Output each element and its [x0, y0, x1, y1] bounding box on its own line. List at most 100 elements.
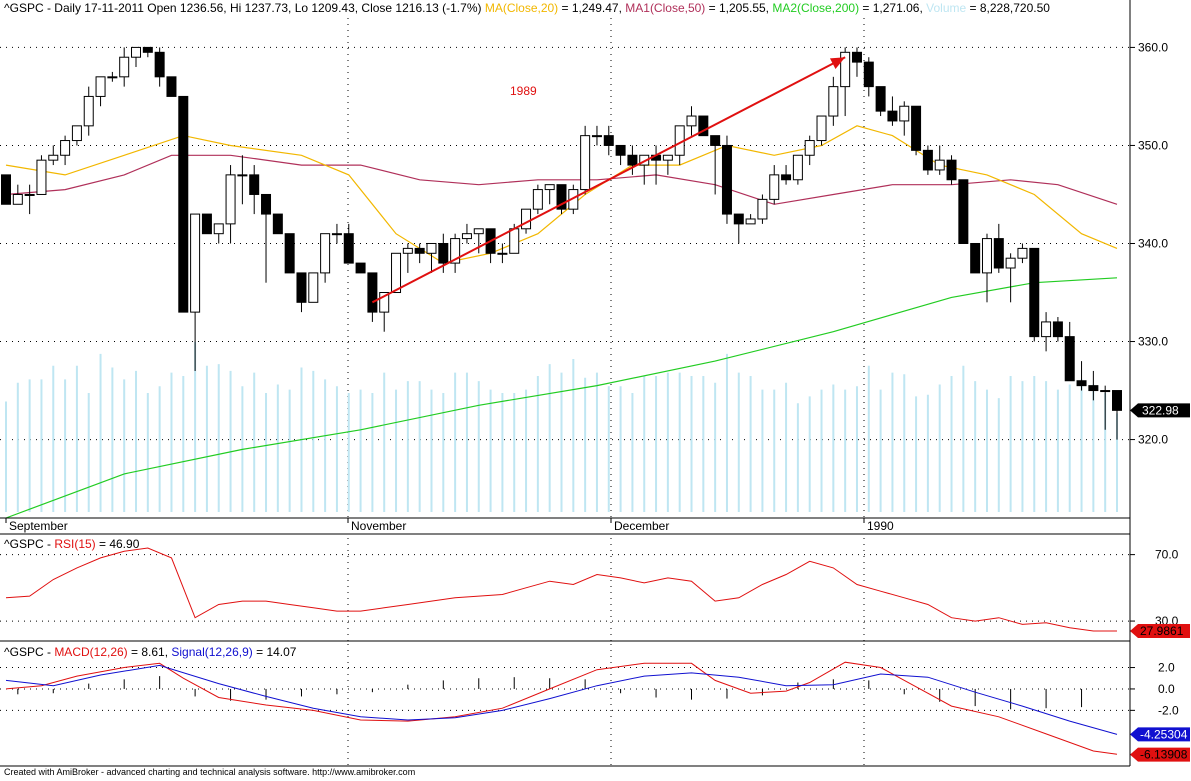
rsi-prefix: ^GSPC - [4, 537, 55, 551]
candle-body [190, 213, 201, 313]
candle [1112, 390, 1122, 440]
price-tick-label: 360.0 [1138, 40, 1168, 54]
candle [48, 145, 59, 166]
candle-body [426, 242, 437, 254]
candle-body [981, 238, 992, 274]
candle-body [804, 140, 815, 156]
candle [284, 233, 295, 274]
macd-label: MACD(12,26) [54, 645, 128, 659]
candle [367, 272, 378, 322]
candle [781, 165, 792, 185]
candle [1052, 317, 1063, 342]
candle [686, 106, 697, 136]
candle-body [828, 86, 839, 117]
candle [1005, 253, 1016, 303]
rsi-line [5, 547, 1117, 632]
candle-body [461, 233, 472, 240]
price-pane: 1989 360.0 350.0 340.0 330.0 320.0 322.98 Sep… [0, 18, 1190, 533]
candle [166, 76, 177, 97]
macd-tick-label: 0.0 [1158, 682, 1175, 696]
price-header: ^GSPC - Daily 17-11-2011 Open 1236.56, H… [4, 1, 1050, 15]
candle [816, 115, 827, 146]
macd-last-badge [1130, 747, 1190, 762]
rsi-axis: 70.030.027.9861 [1130, 548, 1190, 639]
candle-body [131, 46, 142, 58]
candle-body [24, 193, 35, 196]
macd-histogram [17, 676, 1083, 710]
candle-body [343, 233, 354, 264]
candle [355, 262, 366, 274]
candle [580, 125, 591, 195]
candle [591, 125, 602, 146]
candle [875, 86, 886, 117]
rsi-header: ^GSPC - RSI(15) = 46.90 [4, 537, 139, 551]
candle [887, 96, 898, 126]
candle [958, 179, 969, 244]
rsi-tick-label: 70.0 [1155, 548, 1179, 562]
candle [83, 86, 94, 136]
candle [461, 223, 472, 244]
candle [970, 242, 981, 274]
candle [36, 155, 47, 195]
candle-body [698, 115, 709, 137]
candle-body [95, 76, 106, 97]
candle-body [875, 86, 886, 112]
candle-body [142, 46, 153, 53]
candle [426, 242, 437, 273]
candle [911, 105, 922, 156]
symbol-ohlc-text: ^GSPC - Daily 17-11-2011 Open 1236.56, H… [4, 1, 482, 15]
signal-value: = 14.07 [252, 645, 297, 659]
candle [142, 46, 153, 58]
last-price-label: 322.98 [1142, 403, 1179, 417]
candle [379, 292, 390, 332]
candle [119, 47, 130, 87]
candle-body [532, 189, 543, 210]
macd-axis: 2.0 0.0 -2.0 -4.25304 -6.13908 [1130, 661, 1190, 762]
volume-value: = 8,228,720.50 [966, 1, 1050, 15]
candle-body [733, 213, 744, 225]
ma20-label: MA(Close,20) [484, 1, 559, 15]
candle-body [1041, 321, 1052, 338]
candle [1017, 243, 1028, 264]
rsi-label: RSI(15) [54, 537, 96, 551]
candle [1076, 361, 1087, 391]
price-tick-label: 320.0 [1138, 433, 1168, 447]
candle [804, 135, 815, 166]
candle-body [497, 252, 508, 255]
candle [131, 46, 142, 68]
candle-body [899, 105, 910, 122]
candle [934, 145, 945, 175]
candle-body [1, 174, 11, 205]
candle-body [36, 159, 47, 195]
candle [213, 223, 224, 244]
candle [201, 213, 212, 235]
candle-body [863, 61, 874, 88]
candle [107, 71, 118, 82]
candle-body [662, 154, 673, 161]
candle-body [414, 247, 425, 254]
candle-body [450, 238, 461, 264]
ma200-line [5, 277, 1118, 519]
price-tick-label: 330.0 [1138, 335, 1168, 349]
candle [296, 272, 307, 313]
candle [24, 184, 35, 215]
candle [237, 155, 248, 205]
candle [249, 165, 260, 215]
candle [840, 47, 851, 117]
month-label: 1990 [867, 519, 894, 533]
candle [190, 213, 201, 371]
candle-body [816, 115, 827, 142]
candle [95, 76, 106, 107]
candle-body [970, 242, 981, 274]
candle [485, 228, 496, 264]
candle [1, 174, 11, 205]
signal-last-label: -4.25304 [1140, 727, 1188, 741]
candle-body [792, 154, 803, 181]
candle-body [721, 144, 732, 215]
candle [225, 165, 236, 244]
volume-bars [5, 342, 1118, 512]
candle-body [119, 56, 130, 78]
candle-body [556, 184, 567, 210]
month-axis: September November December 1990 [5, 518, 894, 533]
